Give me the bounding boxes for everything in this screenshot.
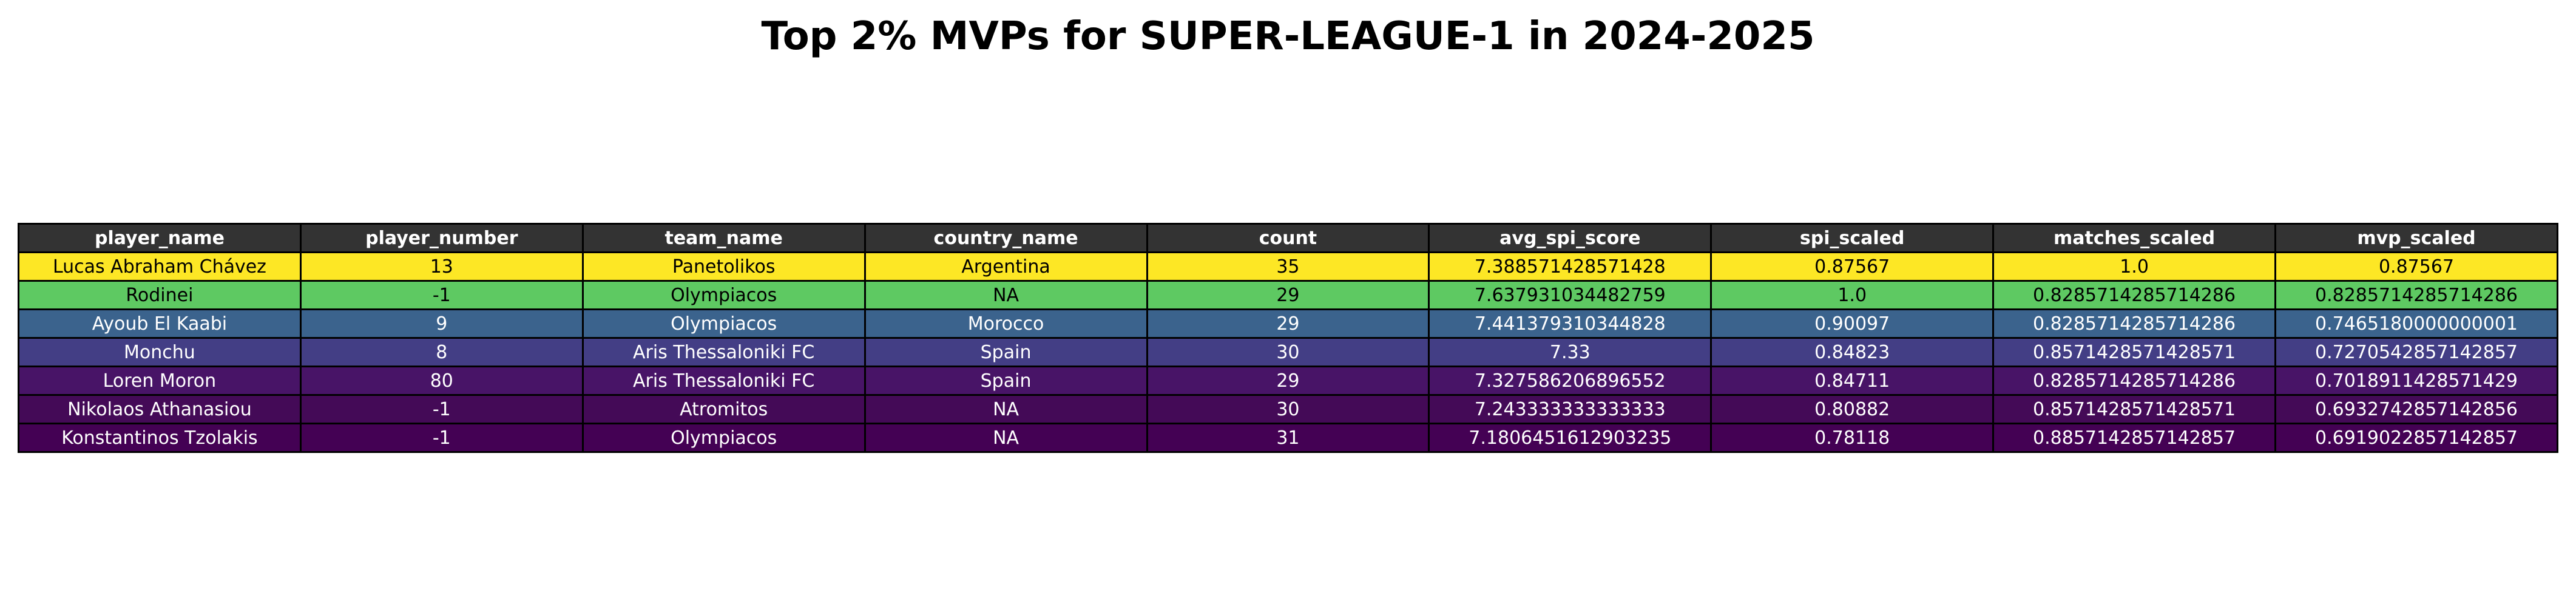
table-cell: 29 <box>1146 366 1430 396</box>
table-cell: 7.441379310344828 <box>1428 308 1712 339</box>
table-cell: 0.8571428571428571 <box>1992 337 2276 367</box>
table-cell: 7.327586206896552 <box>1428 366 1712 396</box>
table-cell: 7.1806451612903235 <box>1428 423 1712 453</box>
table-cell: Nikolaos Athanasiou <box>18 394 302 424</box>
column-header: country_name <box>864 223 1148 253</box>
table-cell: 7.637931034482759 <box>1428 280 1712 310</box>
table-cell: NA <box>864 394 1148 424</box>
table-body: Lucas Abraham Chávez 13 Panetolikos Argenti… <box>18 251 2558 453</box>
table-cell: 7.388571428571428 <box>1428 251 1712 282</box>
table-cell: Argentina <box>864 251 1148 282</box>
table-cell: 0.84823 <box>1710 337 1995 367</box>
column-header: team_name <box>581 223 866 253</box>
table-cell: Spain <box>864 337 1148 367</box>
table-cell: 13 <box>299 251 584 282</box>
table-cell: 0.78118 <box>1710 423 1995 453</box>
chart-title: Top 2% MVPs for SUPER-LEAGUE-1 in 2024-2… <box>761 14 1815 59</box>
table-cell: 80 <box>299 366 584 396</box>
table-row: Nikolaos Athanasiou -1 Atromitos NA 30 7.2433… <box>18 394 2558 424</box>
table-cell: Morocco <box>864 308 1148 339</box>
column-header: avg_spi_score <box>1428 223 1712 253</box>
column-header: spi_scaled <box>1710 223 1995 253</box>
table-cell: 0.80882 <box>1710 394 1995 424</box>
column-header: matches_scaled <box>1992 223 2276 253</box>
column-header: mvp_scaled <box>2274 223 2558 253</box>
table-cell: 7.243333333333333 <box>1428 394 1712 424</box>
table-cell: 29 <box>1146 308 1430 339</box>
table-cell: Lucas Abraham Chávez <box>18 251 302 282</box>
table-cell: 0.8285714285714286 <box>1992 308 2276 339</box>
table-cell: Rodinei <box>18 280 302 310</box>
table-cell: 0.7270542857142857 <box>2274 337 2558 367</box>
table-cell: 0.84711 <box>1710 366 1995 396</box>
table-cell: 0.8285714285714286 <box>1992 366 2276 396</box>
table-cell: Ayoub El Kaabi <box>18 308 302 339</box>
table-cell: Monchu <box>18 337 302 367</box>
table-cell: 0.8857142857142857 <box>1992 423 2276 453</box>
table-cell: -1 <box>299 394 584 424</box>
table-cell: Panetolikos <box>581 251 866 282</box>
table-cell: 30 <box>1146 394 1430 424</box>
table-cell: 31 <box>1146 423 1430 453</box>
mvp-table: player_name player_number team_name coun… <box>18 223 2558 453</box>
table-cell: 0.7465180000000001 <box>2274 308 2558 339</box>
column-header: player_name <box>18 223 302 253</box>
table-cell: NA <box>864 423 1148 453</box>
table-cell: 0.7018911428571429 <box>2274 366 2558 396</box>
table-cell: 0.8571428571428571 <box>1992 394 2276 424</box>
table-cell: 0.6932742857142856 <box>2274 394 2558 424</box>
table-cell: 1.0 <box>1992 251 2276 282</box>
column-header: player_number <box>299 223 584 253</box>
table-cell: Olympiacos <box>581 280 866 310</box>
table-cell: Aris Thessaloniki FC <box>581 337 866 367</box>
table-cell: 0.8285714285714286 <box>1992 280 2276 310</box>
table-cell: 0.87567 <box>2274 251 2558 282</box>
table-cell: Olympiacos <box>581 308 866 339</box>
table-cell: 8 <box>299 337 584 367</box>
table-cell: Loren Moron <box>18 366 302 396</box>
table-cell: 0.87567 <box>1710 251 1995 282</box>
table-cell: 35 <box>1146 251 1430 282</box>
table-cell: -1 <box>299 280 584 310</box>
table-cell: Konstantinos Tzolakis <box>18 423 302 453</box>
table-row: Konstantinos Tzolakis -1 Olympiacos NA 31 7.1… <box>18 423 2558 453</box>
table-row: Lucas Abraham Chávez 13 Panetolikos Argenti… <box>18 251 2558 282</box>
table-cell: 0.8285714285714286 <box>2274 280 2558 310</box>
table-cell: 7.33 <box>1428 337 1712 367</box>
table-cell: Olympiacos <box>581 423 866 453</box>
table-cell: Aris Thessaloniki FC <box>581 366 866 396</box>
table-header-row: player_name player_number team_name coun… <box>18 223 2558 253</box>
table-cell: NA <box>864 280 1148 310</box>
table-cell: -1 <box>299 423 584 453</box>
table-cell: 0.6919022857142857 <box>2274 423 2558 453</box>
table-cell: Spain <box>864 366 1148 396</box>
table-cell: 9 <box>299 308 584 339</box>
table-cell: 30 <box>1146 337 1430 367</box>
table-cell: 1.0 <box>1710 280 1995 310</box>
table-row: Loren Moron 80 Aris Thessaloniki FC Spain 29… <box>18 366 2558 396</box>
table-row: Ayoub El Kaabi 9 Olympiacos Morocco 29 7.4413… <box>18 308 2558 339</box>
table-row: Monchu 8 Aris Thessaloniki FC Spain 30 7.33 0.… <box>18 337 2558 367</box>
table-row: Rodinei -1 Olympiacos NA 29 7.637931034482759… <box>18 280 2558 310</box>
table-cell: 0.90097 <box>1710 308 1995 339</box>
table-cell: Atromitos <box>581 394 866 424</box>
column-header: count <box>1146 223 1430 253</box>
table-cell: 29 <box>1146 280 1430 310</box>
